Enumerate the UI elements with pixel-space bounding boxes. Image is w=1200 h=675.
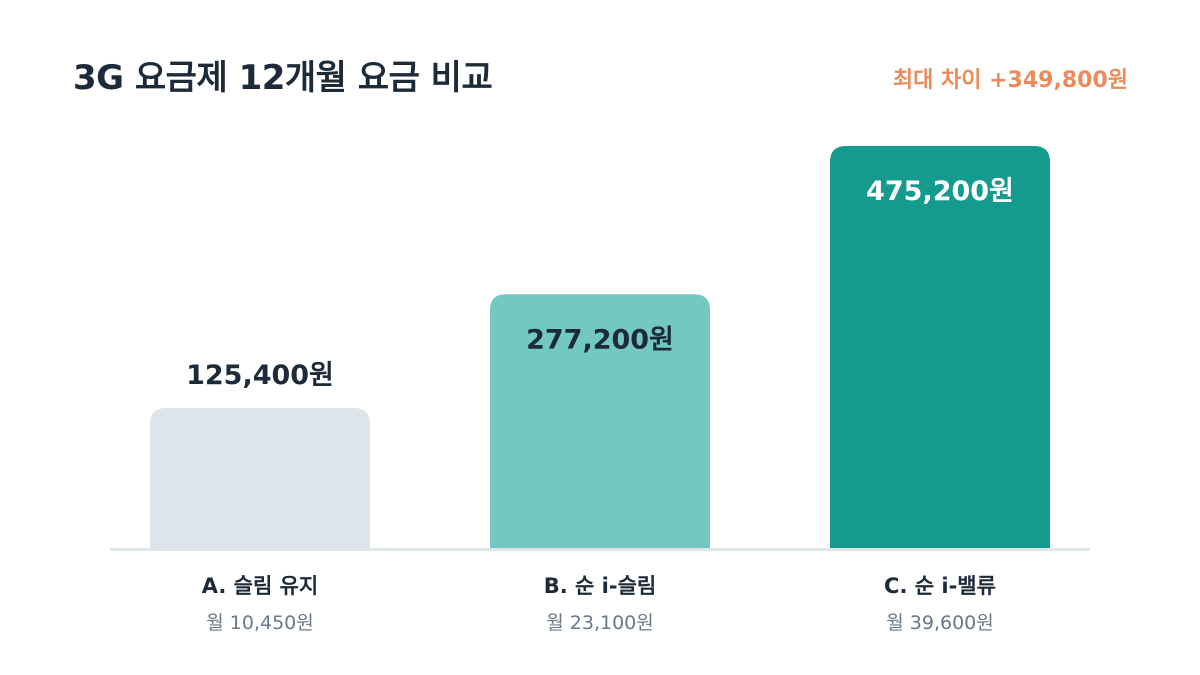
bar-b — [490, 294, 710, 549]
chart-title: 3G 요금제 12개월 요금 비교 — [73, 58, 493, 98]
category-label-c: C. 순 i-밸류 — [884, 574, 996, 598]
max-difference-annotation: 최대 차이 +349,800원 — [892, 68, 1128, 93]
monthly-fee-label-b: 월 23,100원 — [546, 612, 653, 634]
monthly-fee-label-a: 월 10,450원 — [206, 612, 313, 634]
value-label-a: 125,400원 — [186, 360, 334, 391]
monthly-fee-label-c: 월 39,600원 — [886, 612, 993, 634]
bar-c — [830, 146, 1050, 549]
value-label-c: 475,200원 — [866, 176, 1014, 207]
category-label-b: B. 순 i-슬림 — [544, 574, 656, 598]
value-label-b: 277,200원 — [526, 324, 674, 355]
bar-a — [150, 408, 370, 549]
category-label-a: A. 슬림 유지 — [202, 574, 319, 598]
